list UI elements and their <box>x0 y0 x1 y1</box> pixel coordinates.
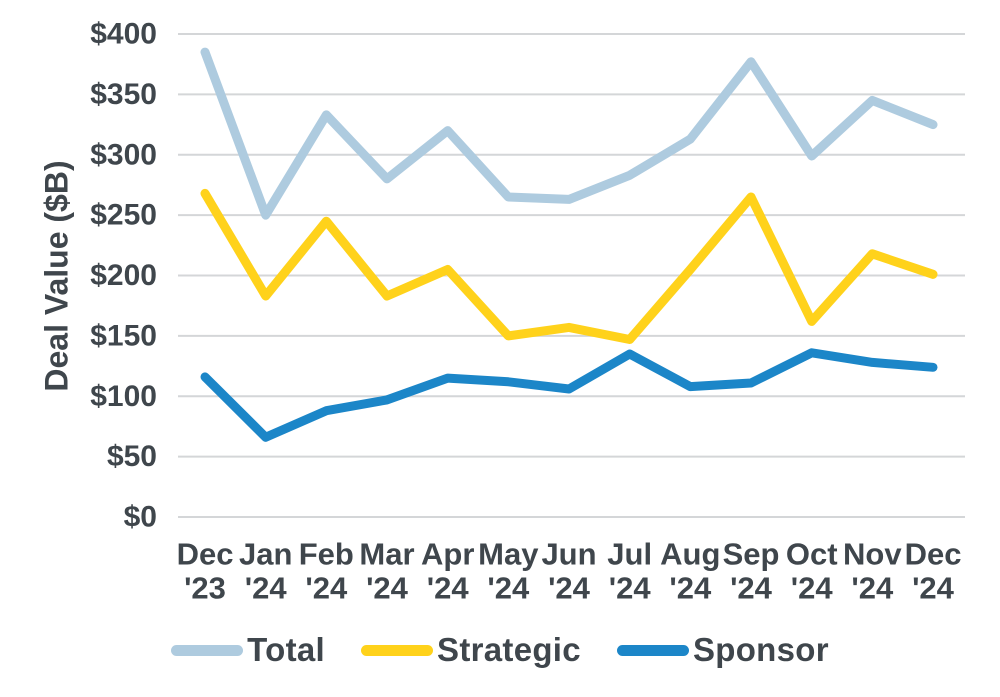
legend-label-sponsor: Sponsor <box>692 631 829 668</box>
legend-swatch-total-icon <box>171 644 244 656</box>
legend-swatch-strategic-icon <box>361 644 434 656</box>
y-axis-title: Deal Value ($B) <box>38 160 75 392</box>
y-axis-tick-label: $300 <box>90 138 157 171</box>
x-axis-tick-label: Jan '24 <box>239 537 292 606</box>
series-line-sponsor <box>200 348 938 442</box>
legend-item-sponsor: Sponsor <box>616 631 829 669</box>
x-axis-tick-label: Dec '23 <box>177 537 234 606</box>
x-axis-tick-label: Mar '24 <box>359 537 414 606</box>
y-axis-tick-label: $0 <box>124 501 157 534</box>
x-axis-tick-label: Jul '24 <box>607 537 652 606</box>
y-axis-tick-label: $200 <box>90 259 157 292</box>
y-axis-tick-label: $50 <box>107 440 157 473</box>
legend-label-total: Total <box>247 631 326 668</box>
y-axis-tick-label: $250 <box>90 199 157 232</box>
chart-legend: Total Strategic Sponsor <box>0 631 1000 669</box>
x-axis-tick-label: May '24 <box>478 537 539 606</box>
series-line-total <box>200 47 938 220</box>
y-axis-tick-label: $400 <box>90 18 157 51</box>
legend-swatch-sponsor-icon <box>616 644 689 656</box>
legend-label-strategic: Strategic <box>437 631 581 668</box>
x-axis-tick-label: Sep '24 <box>723 537 780 606</box>
x-axis-tick-label: Jun '24 <box>541 537 596 606</box>
y-axis-tick-label: $100 <box>90 380 157 413</box>
x-axis-tick-label: Nov '24 <box>843 537 902 606</box>
x-axis-tick-label: Aug '24 <box>660 537 720 606</box>
y-axis-tick-label: $350 <box>90 78 157 111</box>
x-axis-tick-label: Dec '24 <box>905 537 962 606</box>
x-axis-tick-label: Feb '24 <box>299 537 354 606</box>
series-line-strategic <box>200 188 938 344</box>
legend-item-strategic: Strategic <box>361 631 581 669</box>
x-axis-tick-label: Oct '24 <box>786 537 838 606</box>
legend-item-total: Total <box>171 631 325 669</box>
y-axis-tick-label: $150 <box>90 319 157 352</box>
x-axis-tick-label: Apr '24 <box>421 537 474 606</box>
